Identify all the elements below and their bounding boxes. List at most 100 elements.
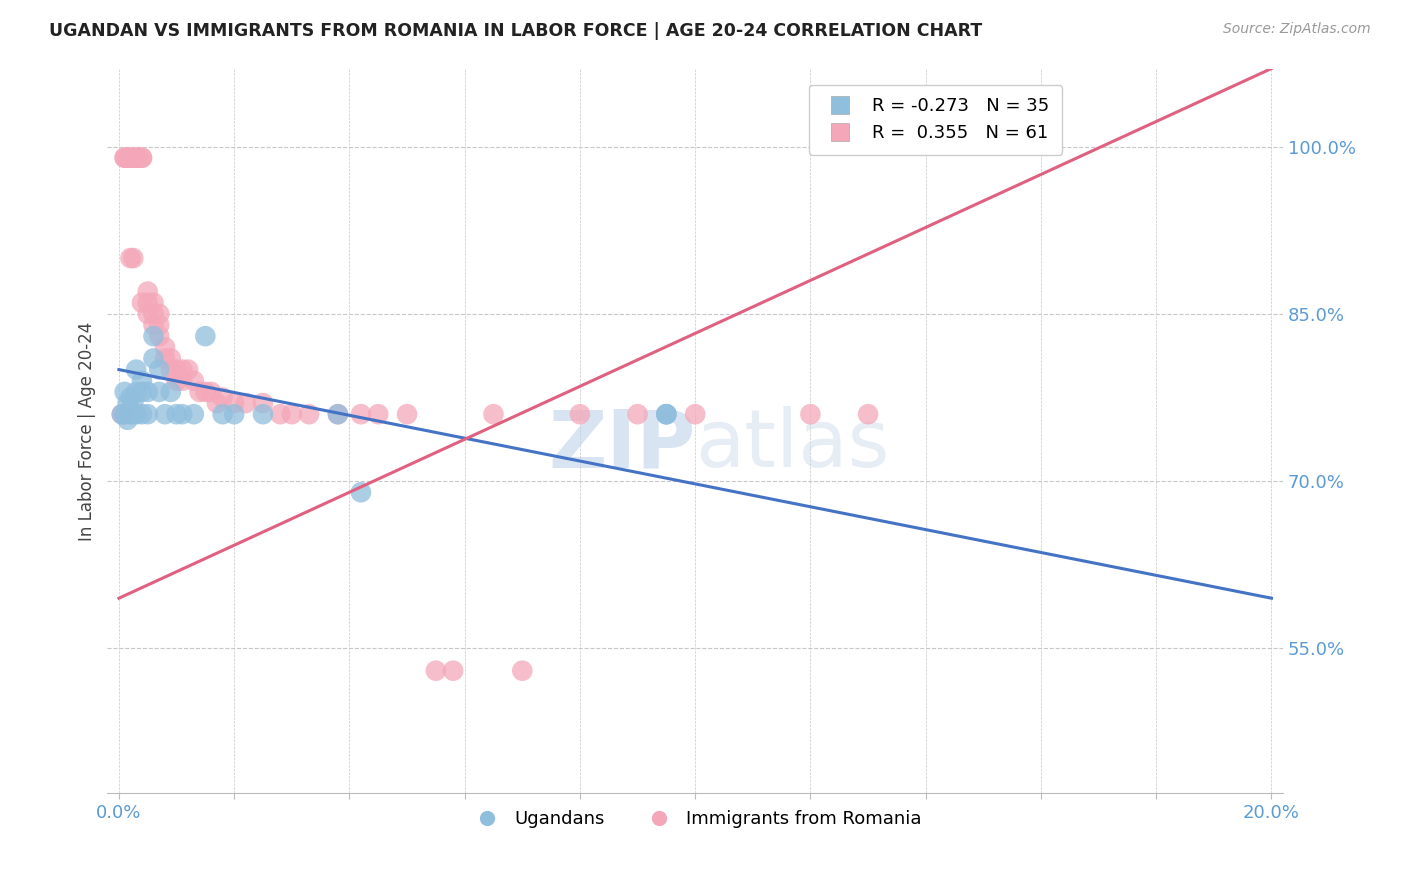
Point bbox=[281, 407, 304, 421]
Point bbox=[125, 151, 148, 165]
Point bbox=[142, 351, 165, 366]
Point bbox=[117, 396, 139, 410]
Point bbox=[122, 151, 145, 165]
Point bbox=[125, 362, 148, 376]
Point bbox=[111, 407, 134, 421]
Point bbox=[131, 374, 153, 388]
Point bbox=[350, 407, 373, 421]
Point bbox=[252, 407, 274, 421]
Point bbox=[177, 362, 200, 376]
Point bbox=[166, 374, 188, 388]
Point bbox=[131, 151, 153, 165]
Point bbox=[626, 407, 648, 421]
Point bbox=[136, 307, 159, 321]
Point bbox=[166, 362, 188, 376]
Point bbox=[114, 407, 136, 421]
Point bbox=[117, 151, 139, 165]
Point bbox=[131, 384, 153, 399]
Point bbox=[183, 374, 205, 388]
Point bbox=[122, 251, 145, 265]
Point bbox=[136, 285, 159, 299]
Point bbox=[194, 329, 217, 343]
Point bbox=[441, 664, 464, 678]
Point bbox=[153, 351, 176, 366]
Point bbox=[200, 384, 222, 399]
Point bbox=[131, 151, 153, 165]
Point bbox=[159, 384, 181, 399]
Point bbox=[183, 407, 205, 421]
Point bbox=[799, 407, 821, 421]
Point bbox=[350, 485, 373, 500]
Point bbox=[326, 407, 349, 421]
Text: Source: ZipAtlas.com: Source: ZipAtlas.com bbox=[1223, 22, 1371, 37]
Point bbox=[131, 407, 153, 421]
Point bbox=[655, 407, 678, 421]
Point bbox=[683, 407, 706, 421]
Point bbox=[166, 407, 188, 421]
Point bbox=[211, 407, 233, 421]
Point bbox=[136, 295, 159, 310]
Point bbox=[224, 396, 246, 410]
Point bbox=[205, 396, 228, 410]
Point bbox=[114, 151, 136, 165]
Point bbox=[326, 407, 349, 421]
Point bbox=[136, 384, 159, 399]
Point bbox=[120, 151, 142, 165]
Point bbox=[136, 407, 159, 421]
Point bbox=[425, 664, 447, 678]
Point bbox=[235, 396, 257, 410]
Point bbox=[117, 151, 139, 165]
Point bbox=[298, 407, 321, 421]
Point bbox=[131, 295, 153, 310]
Point bbox=[125, 384, 148, 399]
Point bbox=[396, 407, 419, 421]
Point bbox=[568, 407, 591, 421]
Legend: Ugandans, Immigrants from Romania: Ugandans, Immigrants from Romania bbox=[461, 803, 928, 835]
Point bbox=[482, 407, 505, 421]
Point bbox=[148, 329, 170, 343]
Point bbox=[114, 407, 136, 421]
Point bbox=[125, 151, 148, 165]
Point bbox=[148, 362, 170, 376]
Point bbox=[120, 391, 142, 405]
Point bbox=[159, 362, 181, 376]
Point bbox=[510, 664, 533, 678]
Point bbox=[114, 384, 136, 399]
Point bbox=[122, 396, 145, 410]
Point bbox=[117, 413, 139, 427]
Point bbox=[172, 362, 194, 376]
Point bbox=[120, 251, 142, 265]
Point bbox=[142, 329, 165, 343]
Text: ZIP: ZIP bbox=[548, 407, 695, 484]
Point bbox=[224, 407, 246, 421]
Point bbox=[211, 391, 233, 405]
Point bbox=[148, 318, 170, 332]
Point bbox=[120, 151, 142, 165]
Point bbox=[172, 407, 194, 421]
Point bbox=[114, 151, 136, 165]
Point bbox=[188, 384, 211, 399]
Point bbox=[856, 407, 879, 421]
Point bbox=[194, 384, 217, 399]
Point bbox=[120, 407, 142, 421]
Point bbox=[148, 384, 170, 399]
Text: UGANDAN VS IMMIGRANTS FROM ROMANIA IN LABOR FORCE | AGE 20-24 CORRELATION CHART: UGANDAN VS IMMIGRANTS FROM ROMANIA IN LA… bbox=[49, 22, 983, 40]
Point bbox=[128, 151, 150, 165]
Point bbox=[125, 407, 148, 421]
Point bbox=[142, 318, 165, 332]
Point bbox=[153, 407, 176, 421]
Point bbox=[148, 307, 170, 321]
Point bbox=[153, 340, 176, 354]
Point bbox=[269, 407, 291, 421]
Point bbox=[142, 307, 165, 321]
Text: atlas: atlas bbox=[695, 407, 890, 484]
Y-axis label: In Labor Force | Age 20-24: In Labor Force | Age 20-24 bbox=[79, 321, 96, 541]
Point bbox=[122, 407, 145, 421]
Point bbox=[111, 407, 134, 421]
Point bbox=[655, 407, 678, 421]
Point bbox=[655, 407, 678, 421]
Point bbox=[367, 407, 389, 421]
Point bbox=[159, 351, 181, 366]
Point bbox=[142, 295, 165, 310]
Point bbox=[252, 396, 274, 410]
